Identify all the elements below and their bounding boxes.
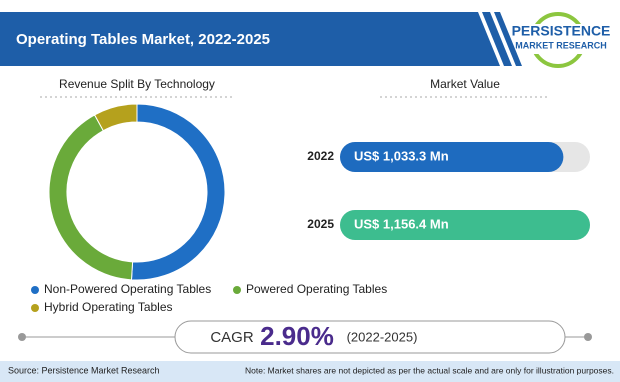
section-titles: Revenue Split By Technology Market Value xyxy=(40,77,550,98)
year-label: 2022 xyxy=(307,149,334,163)
header: Operating Tables Market, 2022-2025 xyxy=(0,12,522,66)
bar-title: Market Value xyxy=(430,77,500,91)
header-band xyxy=(0,12,500,66)
logo: PERSISTENCE MARKET RESEARCH xyxy=(512,12,611,68)
legend-label: Hybrid Operating Tables xyxy=(44,300,173,314)
cagr-label: CAGR xyxy=(210,329,254,346)
year-label: 2025 xyxy=(307,217,334,231)
donut-slice xyxy=(93,103,138,132)
donut-title: Revenue Split By Technology xyxy=(59,77,215,91)
bar xyxy=(340,210,590,240)
cagr-box: CAGR 2.90% (2022-2025) xyxy=(18,320,592,354)
cagr-frame xyxy=(174,320,566,354)
bar xyxy=(340,142,564,172)
value-label: US$ 1,033.3 Mn xyxy=(354,148,449,163)
cagr-period: (2022-2025) xyxy=(347,329,418,344)
cagr-value: 2.90% xyxy=(260,321,334,351)
legend-label: Non-Powered Operating Tables xyxy=(44,282,211,296)
footer-source: Source: Persistence Market Research xyxy=(8,365,160,375)
footer-note: Note: Market shares are not depicted as … xyxy=(245,365,614,375)
connector-end xyxy=(584,333,592,341)
legend-label: Powered Operating Tables xyxy=(246,282,387,296)
logo-backdrop xyxy=(520,24,602,54)
footer: Source: Persistence Market Research Note… xyxy=(0,361,620,382)
logo-tagline: MARKET RESEARCH xyxy=(515,40,607,50)
legend-swatch xyxy=(31,304,39,312)
logo-name: PERSISTENCE xyxy=(512,23,611,39)
connector-end xyxy=(18,333,26,341)
legend-swatch xyxy=(31,286,39,294)
footer-band xyxy=(0,361,620,382)
header-stripe xyxy=(494,12,522,66)
header-title: Operating Tables Market, 2022-2025 xyxy=(16,31,270,48)
header-stripe xyxy=(482,12,512,66)
value-label: US$ 1,156.4 Mn xyxy=(354,216,449,231)
legend-swatch xyxy=(233,286,241,294)
